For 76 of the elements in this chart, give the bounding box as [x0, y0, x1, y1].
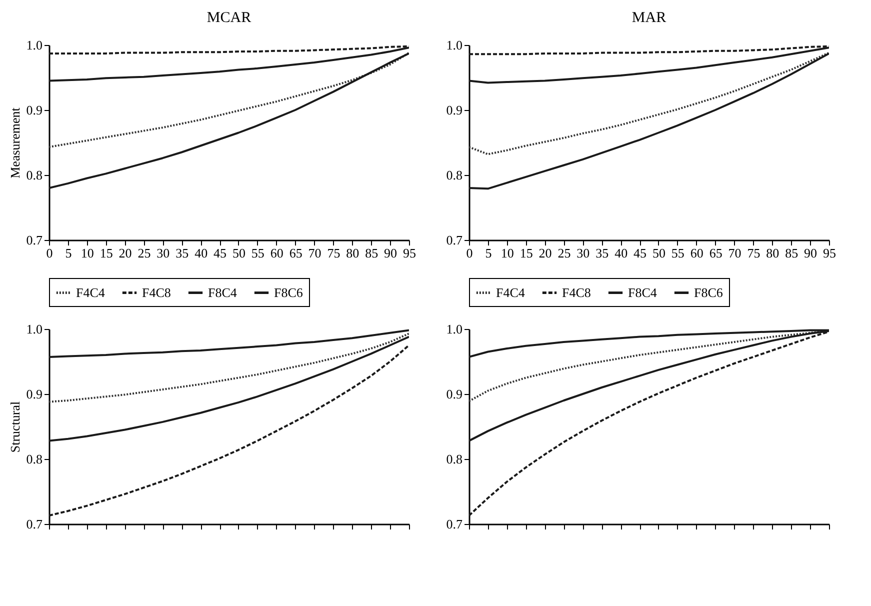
line-series: [49, 344, 409, 517]
x-tick-label: 35: [176, 246, 189, 260]
x-tick-label: 75: [327, 246, 340, 260]
x-tick-label: 65: [709, 246, 722, 260]
x-tick-label: 85: [365, 246, 378, 260]
x-tick-label: 80: [346, 246, 360, 260]
line-series: [49, 336, 409, 442]
x-tick-label: 20: [538, 246, 552, 260]
chart-title: MAR: [632, 10, 666, 26]
y-tick-label: 0.9: [26, 102, 42, 118]
y-tick-label: 0.7: [26, 232, 43, 248]
line-series: [49, 332, 409, 403]
chart-title: MCAR: [206, 10, 252, 26]
x-tick-label: 15: [520, 246, 533, 260]
x-tick-label: 0: [466, 246, 473, 260]
x-tick-label: 60: [690, 246, 704, 260]
x-tick-label: 65: [289, 246, 302, 260]
x-tick-label: 40: [194, 246, 208, 260]
y-tick-label: 0.9: [26, 386, 42, 402]
legend-label: F8C6: [274, 284, 304, 300]
legend-label: F8C4: [208, 284, 238, 300]
x-tick-label: 25: [138, 246, 151, 260]
x-tick-label: 5: [65, 246, 72, 260]
y-tick-label: 1.0: [26, 38, 42, 52]
y-tick-label: 0.7: [446, 232, 463, 248]
x-tick-label: 50: [652, 246, 666, 260]
x-tick-label: 35: [596, 246, 609, 260]
x-tick-label: 90: [384, 246, 398, 260]
x-tick-label: 45: [214, 246, 227, 260]
y-tick-label: 0.8: [26, 452, 42, 466]
y-tick-label: 0.9: [446, 102, 462, 118]
x-tick-label: 50: [232, 246, 246, 260]
line-series: [49, 329, 409, 358]
legend-label: F8C4: [628, 284, 658, 300]
x-tick-label: 30: [156, 246, 170, 260]
x-tick-label: 20: [118, 246, 132, 260]
x-tick-label: 95: [823, 246, 836, 260]
x-tick-label: 60: [270, 246, 284, 260]
y-tick-label: 0.8: [26, 168, 42, 182]
line-series: [469, 52, 829, 190]
y-tick-label: 0.7: [446, 516, 463, 532]
x-tick-label: 55: [251, 246, 264, 260]
x-tick-label: 95: [403, 246, 416, 260]
x-tick-label: 25: [558, 246, 571, 260]
x-tick-label: 80: [766, 246, 780, 260]
y-tick-label: 0.7: [26, 516, 43, 532]
legend-label: F4C4: [76, 284, 106, 300]
line-series: [469, 52, 829, 156]
x-tick-label: 70: [308, 246, 322, 260]
y-tick-label: 0.8: [446, 168, 462, 182]
y-tick-label: 0.9: [446, 386, 462, 402]
y-tick-label: 0.8: [446, 452, 462, 466]
x-tick-label: 55: [671, 246, 684, 260]
x-tick-label: 10: [500, 246, 514, 260]
y-tick-label: 1.0: [446, 322, 462, 336]
y-axis-title: Structural: [7, 400, 22, 453]
legend-label: F4C4: [496, 284, 526, 300]
legend-label: F8C6: [694, 284, 724, 300]
line-series: [49, 52, 409, 148]
legend-label: F4C8: [142, 284, 171, 300]
x-tick-label: 0: [46, 246, 53, 260]
x-tick-label: 15: [100, 246, 113, 260]
x-tick-label: 75: [747, 246, 760, 260]
legend-label: F4C8: [562, 284, 591, 300]
x-tick-label: 70: [728, 246, 742, 260]
x-tick-label: 90: [804, 246, 818, 260]
y-tick-label: 1.0: [26, 322, 42, 336]
x-tick-label: 30: [576, 246, 590, 260]
x-tick-label: 40: [614, 246, 628, 260]
x-tick-label: 10: [80, 246, 94, 260]
line-series: [49, 52, 409, 189]
x-tick-label: 45: [634, 246, 647, 260]
y-axis-title: Measurement: [7, 107, 22, 178]
x-tick-label: 85: [785, 246, 798, 260]
y-tick-label: 1.0: [446, 38, 462, 52]
x-tick-label: 5: [485, 246, 492, 260]
